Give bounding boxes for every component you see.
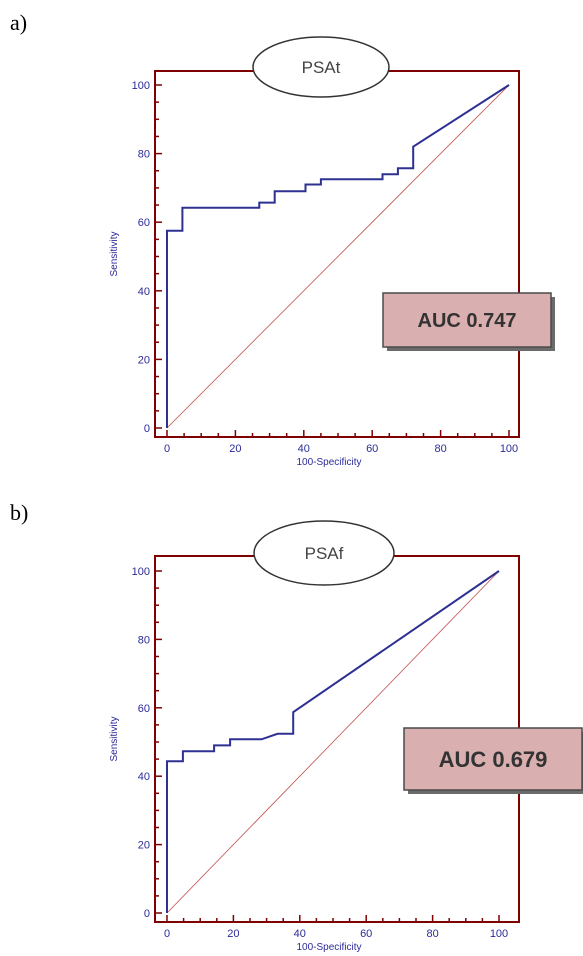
y-tick-label: 0 [144, 423, 150, 435]
chart-title: PSAt [302, 58, 341, 77]
roc-curve-line [166, 570, 500, 913]
x-tick-label: 80 [434, 443, 446, 455]
y-tick-label: 80 [138, 149, 150, 161]
x-tick-label: 0 [164, 443, 170, 455]
x-tick-label: 0 [164, 928, 170, 940]
x-tick-label: 40 [298, 443, 310, 455]
y-tick-label: 20 [138, 840, 150, 852]
reference-diagonal-line [166, 570, 500, 914]
x-tick-label: 80 [426, 928, 438, 940]
panel-label-b: b) [10, 500, 29, 525]
reference-diagonal-line [166, 84, 510, 429]
x-tick-label: 60 [360, 928, 372, 940]
y-tick-label: 100 [132, 566, 150, 578]
y-axis-title: Sensitivity [109, 716, 120, 761]
auc-box [382, 292, 552, 348]
y-tick-label: 80 [138, 634, 150, 646]
x-axis-title: 100-Specificity [296, 457, 361, 468]
auc-box [403, 727, 583, 791]
x-axis-title: 100-Specificity [296, 942, 361, 953]
x-tick-label: 20 [229, 443, 241, 455]
y-tick-label: 20 [138, 354, 150, 366]
chart-title: PSAf [305, 544, 344, 563]
y-tick-label: 40 [138, 771, 150, 783]
x-tick-label: 20 [227, 928, 239, 940]
roc-curve-line [166, 84, 510, 428]
auc-label: AUC 0.679 [439, 747, 548, 772]
y-tick-label: 60 [138, 217, 150, 229]
title-ellipse [252, 36, 390, 98]
y-tick-label: 60 [138, 703, 150, 715]
y-tick-label: 40 [138, 286, 150, 298]
title-ellipse [253, 520, 395, 586]
x-tick-label: 40 [294, 928, 306, 940]
panel-label-a: a) [10, 10, 28, 35]
x-tick-label: 60 [366, 443, 378, 455]
y-tick-label: 0 [144, 908, 150, 920]
x-tick-label: 100 [500, 443, 518, 455]
y-axis-title: Sensitivity [109, 231, 120, 276]
y-tick-label: 100 [132, 80, 150, 92]
x-tick-label: 100 [490, 928, 508, 940]
auc-label: AUC 0.747 [418, 310, 517, 332]
